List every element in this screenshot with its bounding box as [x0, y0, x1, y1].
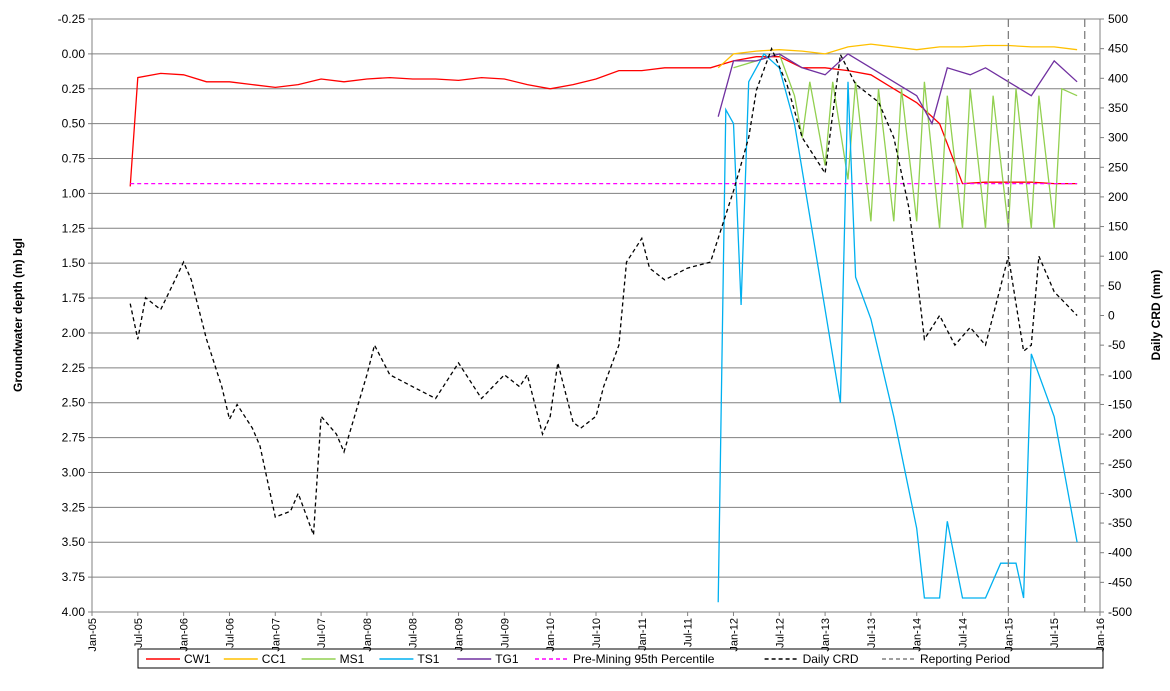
y-tick-label: 0.50 — [62, 117, 86, 131]
legend-label: Pre-Mining 95th Percentile — [573, 652, 715, 666]
y2-axis-label: Daily CRD (mm) — [1149, 270, 1163, 361]
legend-label: TG1 — [495, 652, 519, 666]
y2-tick-label: 200 — [1108, 190, 1128, 204]
y2-tick-label: 300 — [1108, 131, 1128, 145]
legend-label: Daily CRD — [803, 652, 859, 666]
x-tick-label: Jan-09 — [454, 618, 466, 652]
series-line — [129, 56, 1078, 187]
y-tick-label: 3.00 — [62, 465, 86, 479]
y2-tick-label: -50 — [1108, 338, 1126, 352]
y-tick-label: 3.75 — [62, 570, 86, 584]
x-tick-label: Jul-11 — [683, 618, 695, 647]
x-tick-label: Jan-11 — [637, 618, 649, 651]
x-tick-label: Jul-15 — [1049, 618, 1061, 648]
x-tick-label: Jan-16 — [1095, 618, 1107, 652]
y-tick-label: -0.25 — [58, 12, 86, 26]
legend-label: TS1 — [417, 652, 439, 666]
y2-tick-label: 500 — [1108, 12, 1128, 26]
y-tick-label: 2.25 — [62, 361, 86, 375]
x-tick-label: Jan-15 — [1003, 618, 1015, 652]
y2-tick-label: -350 — [1108, 516, 1132, 530]
y-tick-label: 1.50 — [62, 256, 86, 270]
x-tick-label: Jan-14 — [912, 618, 924, 652]
x-tick-label: Jul-13 — [866, 618, 878, 648]
series-line — [733, 53, 1078, 229]
y2-tick-label: -500 — [1108, 605, 1132, 619]
y-tick-label: 3.50 — [62, 535, 86, 549]
legend-label: MS1 — [340, 652, 365, 666]
y2-tick-label: 150 — [1108, 220, 1128, 234]
y-tick-label: 1.75 — [62, 291, 86, 305]
y2-tick-label: 350 — [1108, 101, 1128, 115]
series-line — [717, 53, 1078, 126]
y-tick-label: 0.25 — [62, 82, 86, 96]
series-line — [717, 52, 1078, 603]
x-tick-label: Jul-10 — [591, 618, 603, 648]
y2-tick-label: -400 — [1108, 546, 1132, 560]
y2-tick-label: -450 — [1108, 575, 1132, 589]
x-tick-label: Jul-05 — [133, 618, 145, 648]
x-tick-label: Jul-14 — [958, 618, 970, 648]
legend-label: CW1 — [184, 652, 211, 666]
y2-tick-label: -300 — [1108, 486, 1132, 500]
x-tick-label: Jul-07 — [316, 618, 328, 648]
x-tick-label: Jul-12 — [774, 618, 786, 648]
legend-label: CC1 — [262, 652, 286, 666]
x-tick-label: Jan-05 — [87, 618, 99, 652]
y2-tick-label: -250 — [1108, 457, 1132, 471]
x-tick-label: Jan-13 — [820, 618, 832, 652]
legend-label: Reporting Period — [920, 652, 1010, 666]
x-tick-label: Jan-12 — [728, 618, 740, 652]
y-tick-label: 2.00 — [62, 326, 86, 340]
legend — [137, 648, 1104, 669]
y2-tick-label: 400 — [1108, 71, 1128, 85]
y2-tick-label: 250 — [1108, 160, 1128, 174]
y-tick-label: 0.75 — [62, 152, 86, 166]
y2-tick-label: -200 — [1108, 427, 1132, 441]
x-tick-label: Jul-09 — [499, 618, 511, 648]
y-tick-label: 2.50 — [62, 396, 86, 410]
x-tick-label: Jul-08 — [408, 618, 420, 648]
x-tick-label: Jan-10 — [545, 618, 557, 652]
y2-tick-label: 100 — [1108, 249, 1128, 263]
y2-tick-label: 0 — [1108, 309, 1115, 323]
y2-tick-label: 50 — [1108, 279, 1122, 293]
x-tick-label: Jan-08 — [362, 618, 374, 652]
x-tick-label: Jul-06 — [224, 618, 236, 648]
y-tick-label: 4.00 — [62, 605, 86, 619]
plot-area — [91, 18, 1101, 613]
y-tick-label: 1.00 — [62, 186, 86, 200]
y-axis-label: Groundwater depth (m) bgl — [11, 238, 25, 392]
y-tick-label: 0.00 — [62, 47, 86, 61]
y-tick-label: 3.25 — [62, 500, 86, 514]
x-tick-label: Jan-07 — [270, 618, 282, 652]
y-tick-label: 1.25 — [62, 221, 86, 235]
y2-tick-label: 450 — [1108, 42, 1128, 56]
series-line — [129, 46, 1078, 536]
x-tick-label: Jan-06 — [179, 618, 191, 652]
y2-tick-label: -150 — [1108, 397, 1132, 411]
y-tick-label: 2.75 — [62, 431, 86, 445]
y2-tick-label: -100 — [1108, 368, 1132, 382]
